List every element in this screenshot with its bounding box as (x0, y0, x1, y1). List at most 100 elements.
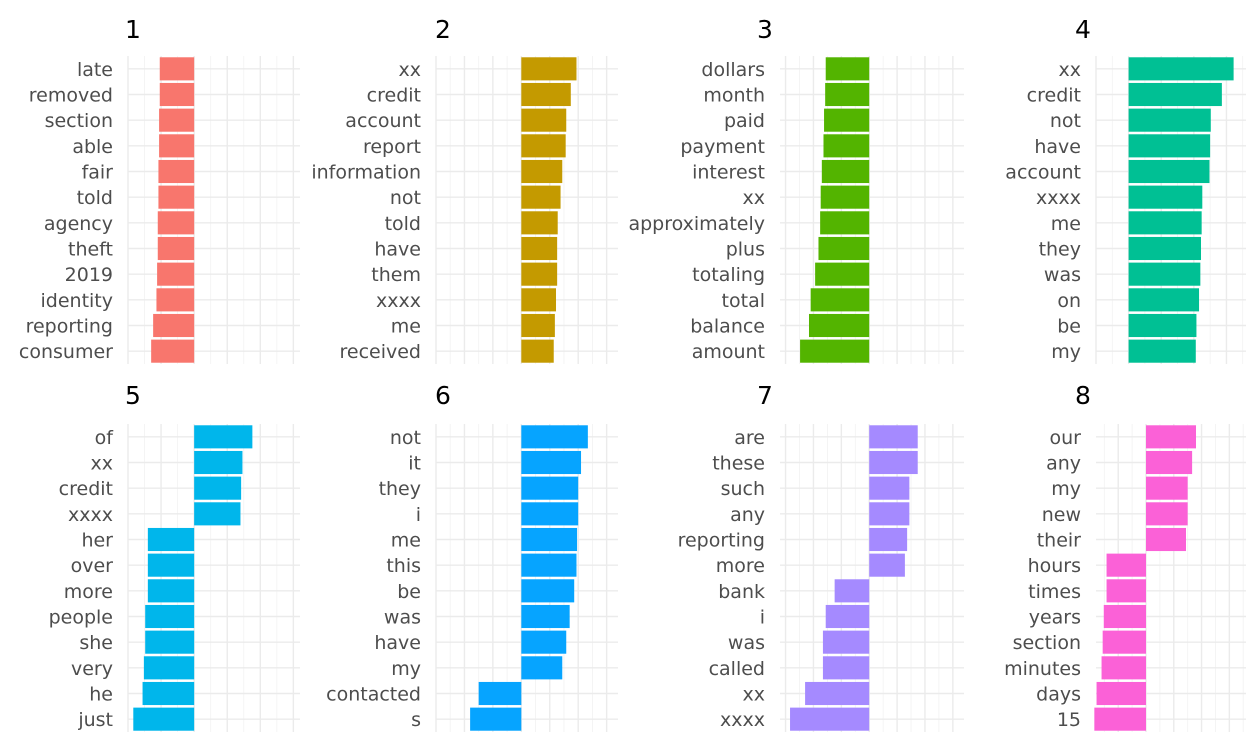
category-tick-label: plus (726, 239, 765, 261)
category-tick-label: this (386, 555, 421, 577)
category-tick-label: have (1034, 136, 1081, 158)
bar-minutes (1101, 656, 1146, 680)
category-tick-label: just (77, 709, 113, 731)
bar-be (521, 579, 575, 603)
bar-was (521, 604, 570, 629)
bar-more (869, 553, 905, 577)
bar-credit (521, 82, 571, 107)
bar-contacted (478, 681, 522, 706)
bar-section (1102, 630, 1146, 654)
category-tick-label: account (1005, 162, 1081, 184)
bar-interest (821, 159, 870, 184)
bar-told (521, 211, 558, 235)
category-tick-label: theft (68, 239, 113, 261)
category-tick-label: are (734, 427, 765, 449)
facet-title: 1 (125, 15, 141, 44)
bar-credit (1128, 82, 1222, 107)
bar-xx (1128, 57, 1234, 81)
category-tick-label: identity (41, 290, 114, 312)
bar-i (521, 502, 579, 526)
category-tick-label: xx (743, 187, 766, 209)
category-tick-label: over (71, 555, 114, 577)
bar-section (159, 108, 195, 132)
bar-s (470, 707, 522, 731)
bar-have (521, 236, 558, 261)
bar-very (143, 656, 195, 680)
bar-them (521, 262, 558, 286)
bar-my (1146, 476, 1188, 500)
bar-me (521, 313, 555, 338)
category-tick-label: xxxx (720, 709, 765, 731)
category-tick-label: dollars (701, 59, 765, 81)
facet-panel-3: 3 dollars month paid payment interest xx approx… (628, 15, 964, 364)
category-tick-label: more (716, 555, 765, 577)
facet-title: 4 (1075, 15, 1091, 44)
gridlines (780, 56, 964, 364)
bar-it (521, 450, 582, 475)
bar-just (133, 707, 195, 731)
category-tick-label: my (1051, 341, 1081, 363)
bar-my (1128, 339, 1196, 363)
bar-agency (157, 211, 195, 235)
bar-have (521, 630, 567, 654)
category-tick-label: years (1029, 607, 1081, 629)
category-tick-label: me (391, 530, 421, 552)
category-tick-label: have (374, 632, 421, 654)
category-tick-label: s (411, 709, 421, 731)
category-tick-label: able (72, 136, 113, 158)
bar-my (521, 656, 563, 680)
category-tick-label: any (730, 504, 765, 526)
facet-panel-8: 8 our any my new their hours times years section m… (1004, 381, 1246, 732)
category-tick-label: them (371, 264, 421, 286)
bar-credit (194, 476, 242, 500)
gridlines (127, 56, 300, 364)
bar-me (1128, 211, 1202, 235)
bar-able (159, 134, 195, 158)
bar-payment (823, 134, 870, 158)
category-tick-label: received (340, 341, 422, 363)
category-tick-label: xx (743, 684, 766, 706)
category-tick-label: month (703, 85, 765, 107)
bar-times (1106, 579, 1146, 603)
bar-of (194, 425, 253, 449)
category-tick-label: section (45, 110, 113, 132)
category-tick-label: 15 (1057, 709, 1081, 731)
category-tick-label: payment (680, 136, 765, 158)
category-tick-label: called (709, 658, 765, 680)
bar-theft (157, 236, 195, 261)
category-tick-label: report (363, 136, 421, 158)
bar-late (159, 57, 195, 81)
bar-dollars (825, 57, 870, 81)
category-tick-label: xxxx (376, 290, 421, 312)
category-tick-label: told (77, 187, 113, 209)
bar-hours (1106, 553, 1146, 577)
bar-they (521, 476, 579, 500)
bar-xx (194, 450, 243, 475)
category-tick-label: xx (1059, 59, 1082, 81)
category-tick-label: he (89, 684, 113, 706)
category-tick-label: days (1036, 684, 1081, 706)
bar-over (147, 553, 195, 577)
category-tick-label: credit (1027, 85, 1081, 107)
bar-not (521, 425, 588, 449)
bar-her (147, 527, 195, 552)
bar-she (145, 630, 195, 654)
bar-these (869, 450, 918, 475)
bar-called (822, 656, 870, 680)
bar-xx (805, 681, 870, 706)
bar-xx (521, 57, 577, 81)
bar-month (825, 82, 870, 107)
category-tick-label: was (728, 632, 765, 654)
facet-title: 6 (435, 381, 451, 410)
bar-bank (834, 579, 870, 603)
facet-title: 5 (125, 381, 141, 410)
category-tick-label: contacted (326, 684, 421, 706)
bar-received (521, 339, 554, 363)
category-tick-label: such (721, 478, 765, 500)
category-tick-label: xxxx (1036, 187, 1081, 209)
bar-this (521, 553, 577, 577)
category-tick-label: i (416, 504, 421, 526)
category-tick-label: they (379, 478, 421, 500)
bar-xxxx (194, 502, 241, 526)
bar-information (521, 159, 563, 184)
